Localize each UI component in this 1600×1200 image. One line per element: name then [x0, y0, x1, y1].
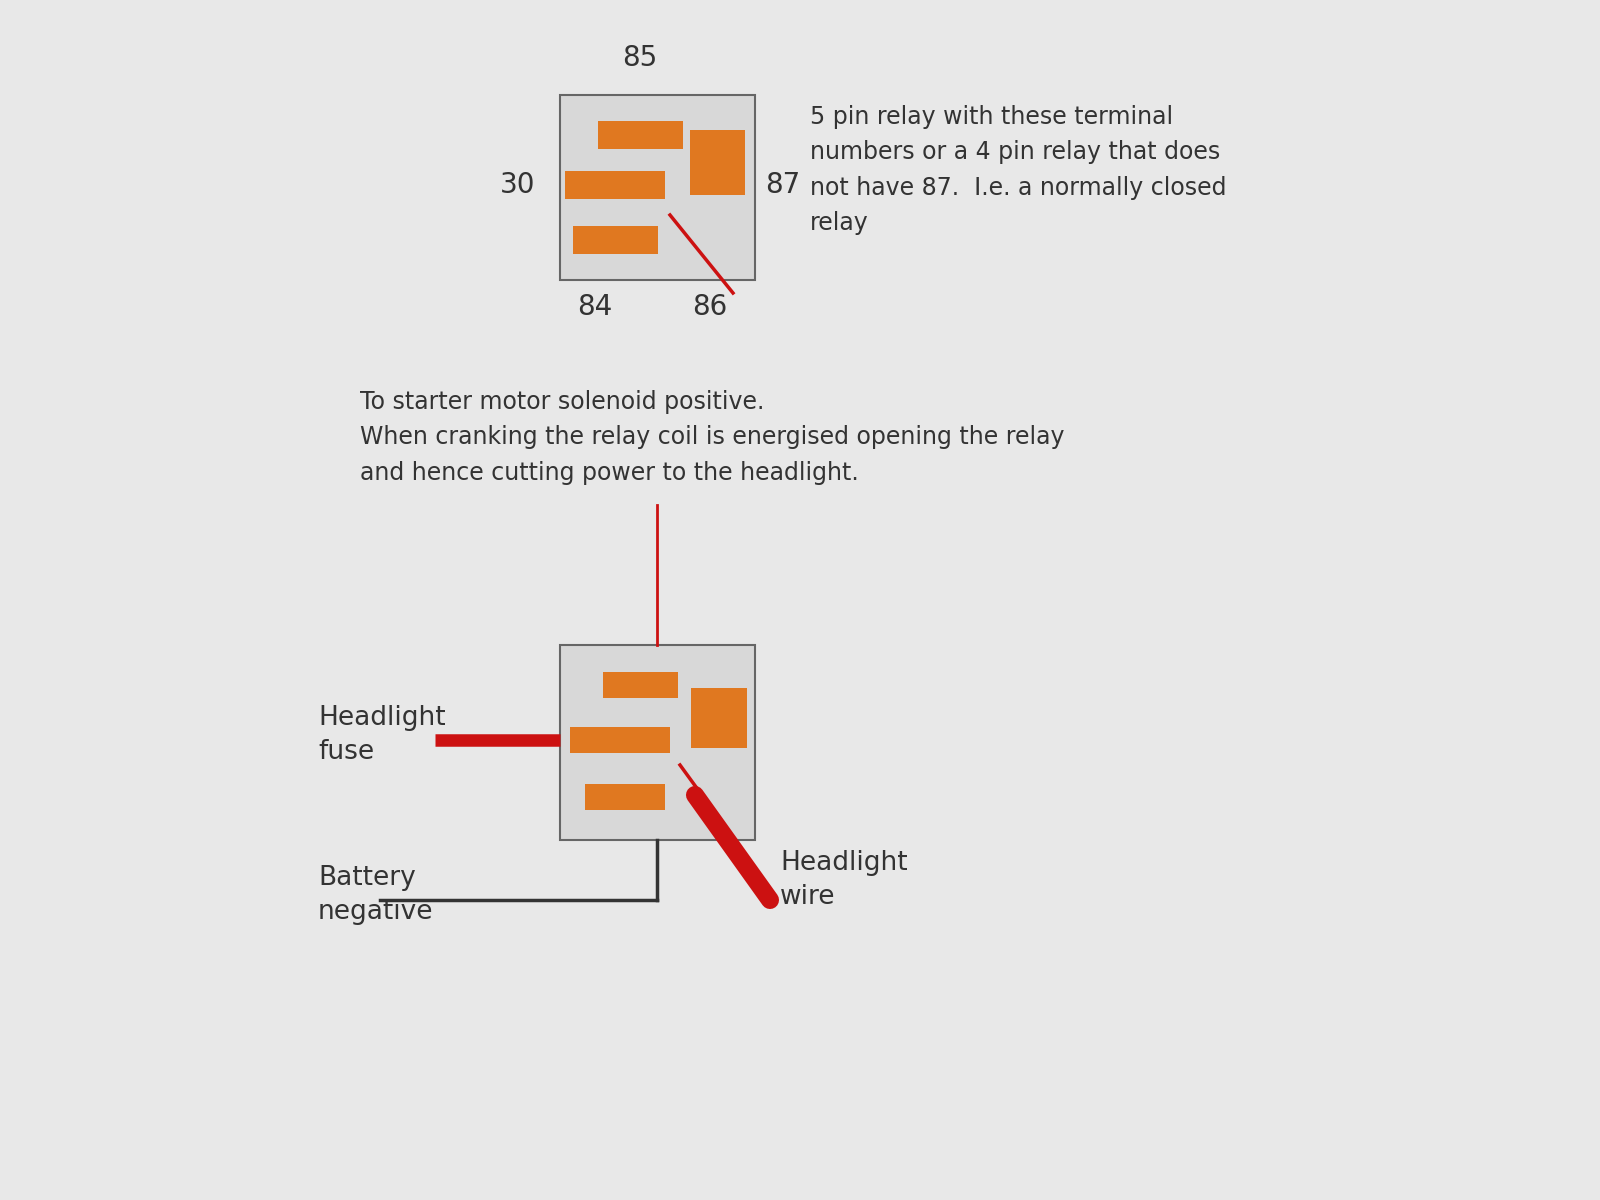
Text: 86: 86 [693, 293, 728, 320]
Text: Headlight
wire: Headlight wire [781, 850, 907, 910]
Bar [565, 170, 666, 199]
Text: Battery
negative: Battery negative [318, 865, 434, 925]
Text: To starter motor solenoid positive.
When cranking the relay coil is energised op: To starter motor solenoid positive. When… [360, 390, 1064, 485]
Bar [560, 95, 755, 280]
Bar [718, 688, 747, 748]
Bar [597, 121, 683, 149]
Bar [570, 727, 670, 754]
Text: Headlight
fuse: Headlight fuse [318, 704, 446, 766]
Bar [586, 784, 666, 810]
Bar [603, 672, 677, 698]
Bar [573, 226, 658, 254]
Bar [690, 130, 720, 194]
Bar [715, 130, 746, 194]
Text: 87: 87 [765, 170, 800, 199]
Text: 85: 85 [622, 44, 658, 72]
Text: 84: 84 [578, 293, 613, 320]
Bar [560, 646, 755, 840]
Bar [691, 688, 718, 748]
Text: 5 pin relay with these terminal
numbers or a 4 pin relay that does
not have 87. : 5 pin relay with these terminal numbers … [810, 104, 1227, 235]
Text: 30: 30 [499, 170, 534, 199]
